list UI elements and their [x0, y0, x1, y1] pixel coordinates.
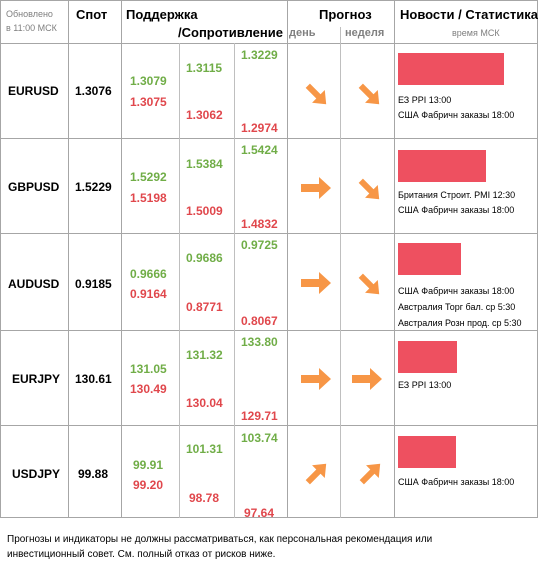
- support-red-1: 0.9164: [130, 287, 167, 301]
- resistance-red-2: 98.78: [189, 491, 220, 505]
- resistance-red-3: 0.8067: [241, 314, 278, 328]
- symbol-gbpusd: GBPUSD: [8, 180, 60, 194]
- spot-value: 0.9185: [75, 277, 112, 291]
- col-divider: [287, 0, 288, 518]
- resistance-red-3: 129.71: [241, 409, 278, 423]
- updated-time: в 11:00 МСК: [6, 23, 57, 33]
- spot-value: 1.3076: [75, 84, 112, 98]
- arrow-right-icon: [300, 268, 332, 298]
- spot-value: 99.88: [78, 467, 109, 481]
- spot-value: 1.5229: [75, 180, 112, 194]
- resistance-red-2: 1.5009: [186, 204, 223, 218]
- table-bottom-border: [0, 517, 538, 518]
- arrow-up-right-icon: [302, 458, 332, 488]
- col-divider: [179, 43, 180, 518]
- resistance-red-3: 97.64: [244, 506, 275, 520]
- arrow-right-icon: [351, 364, 383, 394]
- news-importance-bar: [398, 341, 457, 373]
- support-green-2: 0.9686: [186, 251, 223, 265]
- news-importance-bar: [398, 53, 504, 85]
- resistance-red-2: 130.04: [186, 396, 223, 410]
- support-red-1: 1.5198: [130, 191, 167, 205]
- support-green-1: 1.5292: [130, 170, 167, 184]
- resistance-red-3: 1.4832: [241, 217, 278, 231]
- forecast-header: Прогноз: [319, 7, 372, 22]
- support-green-2: 131.32: [186, 348, 223, 362]
- row-divider: [0, 330, 538, 331]
- support-green-3: 1.5424: [241, 143, 278, 157]
- disclaimer-line-1: Прогнозы и индикаторы не должны рассматр…: [7, 534, 433, 545]
- news-header: Новости / Статистика: [400, 7, 538, 22]
- news-item: Австралия Торг бал. ср 5:30: [398, 302, 516, 312]
- support-green-3: 0.9725: [241, 238, 278, 252]
- row-divider: [0, 138, 538, 139]
- news-item: ЕЗ PPI 13:00: [398, 95, 452, 105]
- forecast-day-header: день: [289, 27, 316, 39]
- support-red-1: 130.49: [130, 382, 167, 396]
- arrow-right-icon: [300, 173, 332, 203]
- time-msk-label: время МСК: [452, 28, 500, 38]
- disclaimer-line-2: инвестиционный совет. См. полный отказ о…: [7, 549, 276, 560]
- support-green-1: 1.3079: [130, 74, 167, 88]
- row-divider: [0, 233, 538, 234]
- col-divider: [0, 0, 1, 518]
- resistance-header: /Сопротивление: [178, 25, 283, 40]
- news-item: США Фабричн заказы 18:00: [398, 110, 515, 120]
- symbol-eurusd: EURUSD: [8, 84, 59, 98]
- support-red-1: 1.3075: [130, 95, 167, 109]
- support-green-1: 131.05: [130, 362, 167, 376]
- symbol-usdjpy: USDJPY: [12, 467, 61, 481]
- support-green-1: 99.91: [133, 458, 164, 472]
- support-green-3: 133.80: [241, 335, 278, 349]
- spot-header: Спот: [76, 7, 108, 22]
- support-header: Поддержка: [126, 7, 198, 22]
- arrow-down-right-icon: [355, 270, 385, 300]
- symbol-eurjpy: EURJPY: [12, 372, 61, 386]
- support-green-3: 1.3229: [241, 48, 278, 62]
- spot-value: 130.61: [75, 372, 112, 386]
- news-importance-bar: [398, 436, 456, 468]
- news-importance-bar: [398, 243, 461, 275]
- col-divider: [234, 43, 235, 518]
- col-divider: [121, 0, 122, 518]
- support-green-1: 0.9666: [130, 267, 167, 281]
- arrow-down-right-icon: [355, 80, 385, 110]
- resistance-red-2: 0.8771: [186, 300, 223, 314]
- resistance-red-2: 1.3062: [186, 108, 223, 122]
- support-green-3: 103.74: [241, 431, 278, 445]
- table-top-border: [0, 0, 538, 1]
- col-divider: [68, 0, 69, 518]
- news-item: Британия Строит. PMI 12:30: [398, 190, 516, 200]
- support-green-2: 101.31: [186, 442, 223, 456]
- news-importance-bar: [398, 150, 486, 182]
- symbol-audusd: AUDUSD: [8, 277, 60, 291]
- resistance-red-3: 1.2974: [241, 121, 278, 135]
- news-item: США Фабричн заказы 18:00: [398, 205, 515, 215]
- arrow-down-right-icon: [355, 175, 385, 205]
- support-green-2: 1.5384: [186, 157, 223, 171]
- col-divider: [394, 0, 395, 518]
- updated-label: Обновлено: [6, 9, 53, 19]
- support-green-2: 1.3115: [186, 61, 223, 75]
- support-red-1: 99.20: [133, 478, 164, 492]
- arrow-right-icon: [300, 364, 332, 394]
- news-item: Австралия Розн прод. ср 5:30: [398, 318, 522, 328]
- news-item: ЕЗ PPI 13:00: [398, 380, 452, 390]
- news-item: США Фабричн заказы 18:00: [398, 286, 515, 296]
- news-item: США Фабричн заказы 18:00: [398, 477, 515, 487]
- arrow-up-right-icon: [356, 458, 386, 488]
- forecast-week-header: неделя: [345, 27, 385, 39]
- arrow-down-right-icon: [302, 80, 332, 110]
- row-divider: [0, 425, 538, 426]
- header-divider: [0, 43, 538, 44]
- col-divider: [340, 27, 341, 518]
